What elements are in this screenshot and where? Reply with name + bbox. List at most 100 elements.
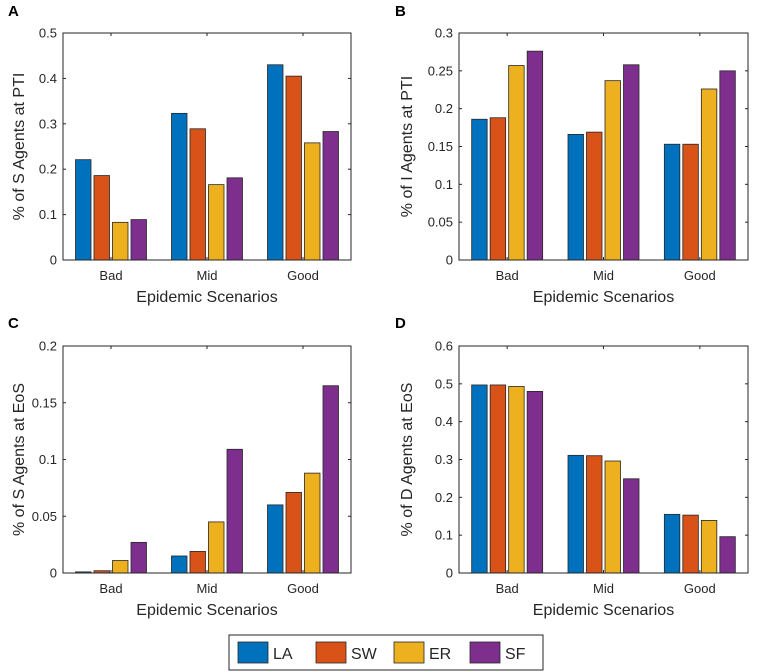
- bar-a-good-sw: [285, 75, 302, 261]
- bar-c-bad-sf: [130, 541, 147, 574]
- bar-b-bad-er: [508, 65, 525, 261]
- legend-items: LA SW ER SF: [237, 641, 526, 664]
- bar-d-mid-sf: [623, 478, 640, 574]
- x-axis-label: Epidemic Scenarios: [533, 289, 674, 306]
- legend: LA SW ER SF: [228, 634, 544, 671]
- bar-d-bad-la: [471, 384, 488, 574]
- chart-panel-a: 0 0.1 0.2 0.3 0.4 0.5 Bad Mid Good Epidemic Scena…: [8, 3, 352, 306]
- x-axis-label: Epidemic Scenarios: [533, 602, 674, 619]
- bar-a-mid-er: [208, 184, 225, 261]
- y-tick-label: 0.3: [39, 116, 57, 131]
- bar-d-bad-er: [508, 386, 525, 574]
- panel-letter: D: [395, 315, 406, 332]
- y-tick-label: 0.1: [435, 177, 453, 192]
- legend-item-sw: SW: [315, 641, 378, 664]
- legend-label: ER: [429, 646, 451, 663]
- bar-b-bad-sw: [489, 117, 507, 261]
- x-tick-label: Good: [684, 268, 716, 283]
- y-tick-label: 0.4: [39, 71, 57, 86]
- bar-c-bad-er: [112, 560, 129, 574]
- bar-c-mid-sf: [226, 448, 243, 574]
- bar-c-mid-la: [171, 555, 188, 574]
- y-axis-label: % of S Agents at PTI: [11, 73, 28, 221]
- y-tick-label: 0.05: [32, 509, 57, 524]
- x-tick-label: Good: [684, 581, 716, 596]
- bar-b-good-sw: [682, 143, 699, 261]
- bar-c-mid-er: [208, 521, 225, 574]
- y-tick-label: 0.05: [428, 215, 453, 230]
- y-tick-label: 0.15: [428, 139, 453, 154]
- y-tick-label: 0: [50, 253, 57, 268]
- y-tick-label: 0.5: [435, 376, 453, 391]
- bar-d-mid-sw: [586, 455, 603, 574]
- x-tick-label: Bad: [496, 268, 519, 283]
- y-tick-label: 0.4: [435, 414, 453, 429]
- bar-b-mid-sf: [623, 64, 640, 261]
- panel-letter: A: [8, 3, 19, 20]
- bar-a-good-er: [304, 142, 321, 261]
- y-tick-label: 0.2: [39, 339, 57, 354]
- bar-b-good-sf: [719, 70, 736, 261]
- bar-d-good-sw: [682, 514, 699, 574]
- chart-panel-c: 0 0.05 0.1 0.15 0.2 Bad Mid Good Epidemic Scenar…: [8, 315, 352, 619]
- y-tick-label: 0.5: [39, 26, 57, 41]
- y-tick-label: 0.25: [428, 63, 453, 78]
- legend-item-er: ER: [393, 641, 451, 664]
- x-tick-label: Good: [287, 268, 319, 283]
- bar-a-bad-er: [112, 221, 129, 261]
- y-tick-label: 0.2: [39, 162, 57, 177]
- y-tick-label: 0.2: [435, 101, 453, 116]
- y-tick-label: 0.1: [435, 528, 453, 543]
- bar-a-bad-la: [75, 159, 92, 261]
- legend-swatch: [469, 641, 501, 664]
- y-axis-label: % of D Agents at EoS: [399, 383, 416, 537]
- x-tick-label: Bad: [99, 268, 122, 283]
- chart-panels: 0 0.1 0.2 0.3 0.4 0.5 Bad Mid Good Epidemic Scena…: [8, 3, 749, 619]
- y-axis-label: % of S Agents at EoS: [11, 383, 28, 536]
- bar-d-good-er: [700, 520, 718, 574]
- x-axis-label: Epidemic Scenarios: [136, 289, 277, 306]
- bar-a-bad-sf: [130, 219, 147, 261]
- bar-a-mid-la: [171, 112, 188, 261]
- y-tick-label: 0: [446, 253, 453, 268]
- bar-c-mid-sw: [189, 551, 206, 574]
- legend-swatch: [393, 641, 425, 664]
- legend-swatch: [237, 641, 269, 664]
- legend-swatch: [315, 641, 347, 664]
- panel-letter: C: [8, 315, 19, 332]
- x-tick-label: Bad: [496, 581, 519, 596]
- bar-b-good-er: [700, 88, 718, 261]
- bar-c-good-er: [304, 472, 321, 574]
- x-tick-label: Mid: [593, 268, 614, 283]
- y-tick-label: 0.3: [435, 452, 453, 467]
- panel-letter: B: [395, 3, 406, 20]
- bar-c-good-sw: [285, 492, 302, 574]
- chart-panel-d: 0 0.1 0.2 0.3 0.4 0.5 0.6 Bad Mid Good Epidemic Sc…: [395, 315, 749, 619]
- chart-panel-b: 0 0.05 0.1 0.15 0.2 0.25 0.3 Bad Mid Good Epidemic…: [395, 3, 749, 306]
- bar-a-mid-sw: [189, 128, 206, 261]
- y-tick-label: 0: [50, 566, 57, 581]
- x-tick-label: Good: [287, 581, 319, 596]
- bar-c-good-sf: [322, 385, 339, 574]
- x-tick-label: Mid: [593, 581, 614, 596]
- bar-d-good-sf: [719, 536, 736, 574]
- bar-a-good-sf: [322, 131, 339, 261]
- legend-label: LA: [273, 646, 293, 663]
- bar-b-good-la: [663, 143, 681, 261]
- bar-c-good-la: [267, 504, 284, 574]
- bar-b-mid-er: [604, 80, 621, 261]
- x-tick-label: Bad: [99, 581, 122, 596]
- y-axis-label: % of I Agents at PTI: [399, 76, 416, 217]
- y-tick-label: 0.1: [39, 207, 57, 222]
- bar-d-good-la: [663, 513, 681, 574]
- bar-d-bad-sw: [489, 384, 507, 574]
- y-tick-label: 0.2: [435, 490, 453, 505]
- legend-item-sf: SF: [469, 641, 526, 664]
- bar-a-good-la: [267, 64, 284, 261]
- bar-d-bad-sf: [526, 390, 544, 574]
- y-tick-label: 0.6: [435, 339, 453, 354]
- legend-label: SF: [505, 646, 526, 663]
- legend-item-la: LA: [237, 641, 293, 664]
- bar-b-bad-sf: [526, 50, 544, 261]
